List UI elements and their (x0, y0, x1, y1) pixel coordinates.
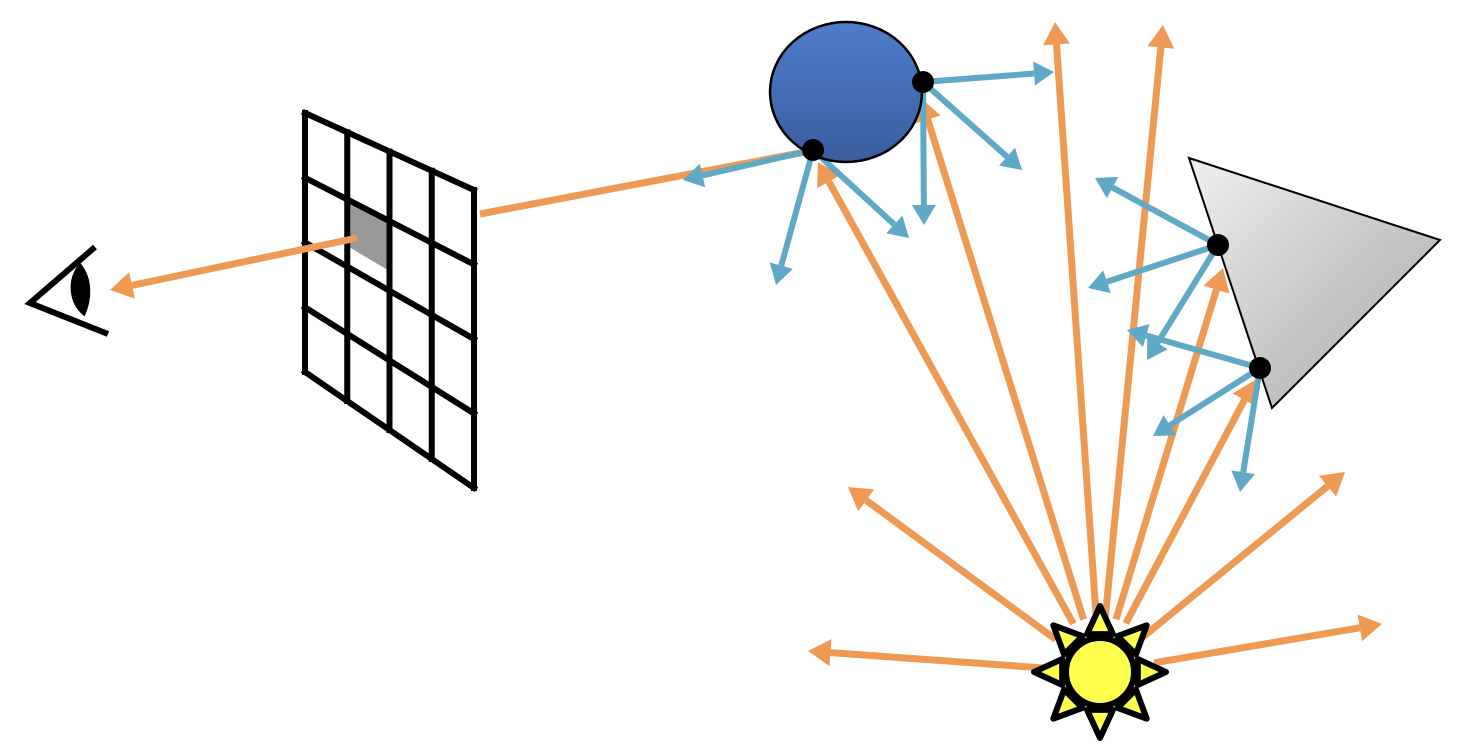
intersection-points (802, 71, 1271, 379)
scattered-ray-arrow (922, 61, 1054, 86)
sun-spike (1114, 686, 1150, 722)
sun-spike (1134, 656, 1169, 688)
light-ray-arrow (914, 98, 1087, 621)
light-ray-arrow (1101, 25, 1175, 618)
hit-point-sphere-right (912, 71, 934, 93)
sun-spike (1050, 622, 1086, 658)
scattered-rays (683, 61, 1054, 285)
scattered-ray-arrow (810, 147, 909, 238)
light-ray-arrow (1140, 472, 1345, 640)
scattered-ray-arrow (1147, 243, 1221, 360)
sun-spike (1031, 656, 1066, 688)
hit-point-prism-top (1207, 234, 1229, 256)
sun-icon (1031, 603, 1169, 741)
light-ray-arrow (848, 487, 1058, 643)
light-ray-arrow (1043, 22, 1100, 618)
eye-icon (24, 244, 110, 337)
scattered-ray-arrow (769, 149, 816, 285)
scattered-ray-arrow (683, 147, 814, 188)
scattered-ray-arrow (1153, 365, 1262, 436)
scattered-ray-arrow (1088, 242, 1219, 294)
highlighted-pixel (349, 199, 391, 272)
sun-core (1063, 635, 1137, 709)
image-plane-grid (300, 109, 479, 493)
hit-point-prism-bottom (1249, 357, 1271, 379)
light-ray-arrow (1112, 268, 1230, 621)
scattered-ray-arrow (1127, 323, 1261, 371)
sun-spike (1084, 706, 1116, 741)
scattered-ray-arrow (1095, 177, 1220, 248)
grid-line-horizontal (301, 109, 478, 194)
grid-line-horizontal (300, 367, 479, 493)
light-rays (110, 22, 1382, 672)
sun-spike (1050, 686, 1086, 722)
sun-spike (1114, 622, 1150, 658)
scattered-ray-arrow (911, 81, 936, 225)
hit-point-sphere-left (802, 139, 824, 161)
grid-line-horizontal (300, 303, 479, 418)
scattered-ray-arrow (1231, 367, 1263, 492)
grid-line-horizontal (300, 173, 479, 269)
light-ray-arrow (808, 639, 1046, 672)
light-ray-arrow (1122, 380, 1257, 626)
grid-line-horizontal (300, 238, 479, 344)
sphere-object (768, 20, 924, 164)
light-ray-arrow (1153, 614, 1382, 667)
light-ray-arrow (817, 162, 1077, 626)
sun-spike (1084, 603, 1116, 638)
scattered-rays-front (1088, 177, 1263, 492)
eye-ray (110, 234, 358, 299)
prism-object (1187, 156, 1442, 410)
scattered-ray-arrow (921, 79, 1022, 170)
